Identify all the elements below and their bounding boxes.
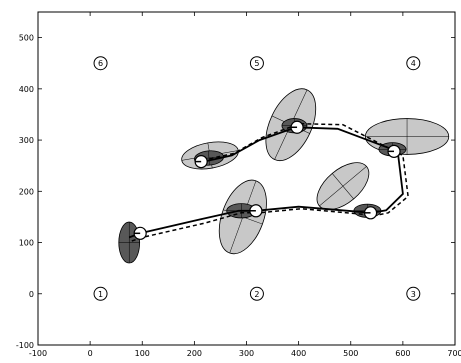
landmark-circle <box>406 286 421 301</box>
x-tick-label: 600 <box>395 349 410 358</box>
uncertainty-ellipse <box>316 162 370 211</box>
x-tick-label: 300 <box>239 349 254 358</box>
robot-pose-marker <box>249 204 263 218</box>
estimated-trajectory-line <box>128 126 404 239</box>
landmark-label: 3 <box>411 290 416 299</box>
pose-layer <box>133 120 401 240</box>
robot-pose-marker <box>363 206 378 220</box>
true-trajectory-line <box>131 122 409 242</box>
robot-pose-marker <box>133 226 147 240</box>
landmark-layer: 1 2 3 4 5 6 <box>93 56 421 301</box>
landmark-marker: 1 <box>93 286 108 301</box>
line-layer <box>128 122 409 242</box>
landmark-circle <box>249 56 264 71</box>
landmark-label: 6 <box>98 59 103 68</box>
landmark-label: 4 <box>411 59 416 68</box>
y-tick-label: 100 <box>19 239 34 248</box>
landmark-marker: 4 <box>406 56 421 71</box>
x-tick-label: 400 <box>291 349 306 358</box>
landmark-circle <box>93 286 108 301</box>
robot-pose-marker <box>194 154 208 169</box>
robot-pose-marker <box>290 120 304 134</box>
y-tick-label: 500 <box>19 34 34 43</box>
landmark-marker: 2 <box>249 286 264 301</box>
ellipse-minor-axis <box>319 166 367 207</box>
x-tick-label: 0 <box>88 349 93 358</box>
y-tick-label: 300 <box>19 136 34 145</box>
landmark-marker: 3 <box>406 286 421 301</box>
y-tick-label: 0 <box>29 290 34 299</box>
uncertainty-ellipse <box>364 118 450 155</box>
x-tick-label: 500 <box>343 349 358 358</box>
landmark-circle <box>93 56 108 71</box>
landmark-label: 2 <box>254 290 259 299</box>
landmark-circle <box>406 56 421 71</box>
landmark-circle <box>249 286 264 301</box>
y-tick-label: -100 <box>16 341 34 350</box>
landmark-label: 1 <box>98 290 103 299</box>
ellipse-layer <box>118 88 450 264</box>
x-tick-label: -100 <box>29 349 47 358</box>
ellipse-minor-axis <box>208 150 210 166</box>
x-tick-label: 100 <box>135 349 150 358</box>
y-tick-label: 200 <box>19 187 34 196</box>
tick-layer: -100 0 100 200 300 400 500 600 700 -100 0 100 200 300… <box>16 12 461 358</box>
robot-pose-marker <box>387 144 401 158</box>
landmark-marker: 5 <box>249 56 264 71</box>
x-tick-label: 700 <box>447 349 461 358</box>
y-tick-label: 400 <box>19 85 34 94</box>
x-tick-label: 200 <box>187 349 202 358</box>
landmark-label: 5 <box>254 59 259 68</box>
landmark-marker: 6 <box>93 56 108 71</box>
